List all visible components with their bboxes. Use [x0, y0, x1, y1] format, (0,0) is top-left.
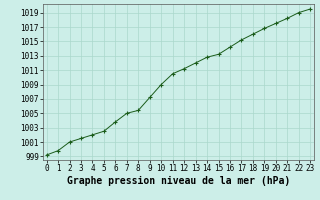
X-axis label: Graphe pression niveau de la mer (hPa): Graphe pression niveau de la mer (hPa): [67, 176, 290, 186]
